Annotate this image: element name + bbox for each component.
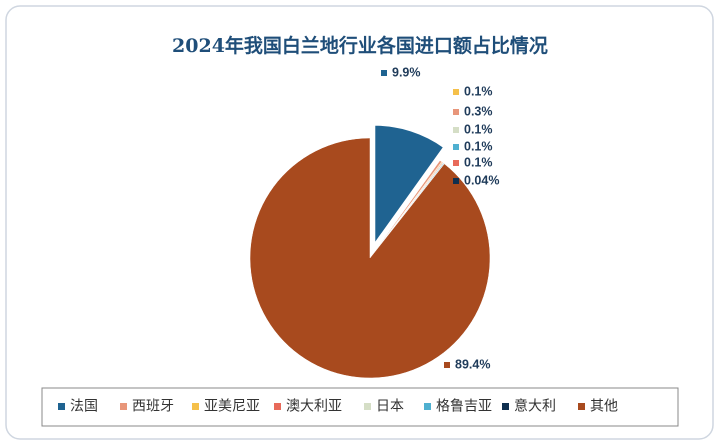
data-label: 89.4% <box>455 357 490 371</box>
pie-slice <box>249 137 491 379</box>
label-marker <box>381 70 387 76</box>
legend-label: 澳大利亚 <box>286 398 342 414</box>
legend-swatch <box>424 403 431 410</box>
legend-swatch <box>58 403 65 410</box>
label-marker <box>453 144 459 150</box>
legend-swatch <box>364 403 371 410</box>
legend-label: 法国 <box>70 398 98 414</box>
legend-box <box>41 387 679 427</box>
data-label: 0.1% <box>464 155 493 169</box>
chart-title: 2024年我国白兰地行业各国进口额占比情况 <box>172 34 548 57</box>
legend-swatch <box>502 403 509 410</box>
label-marker <box>453 109 459 115</box>
label-marker <box>444 362 450 368</box>
legend-label: 格鲁吉亚 <box>436 398 492 414</box>
data-label: 0.1% <box>464 139 493 153</box>
legend-label: 日本 <box>376 398 404 414</box>
legend-swatch <box>192 403 199 410</box>
legend-label: 意大利 <box>514 398 556 414</box>
data-label: 0.1% <box>464 122 493 136</box>
label-marker <box>453 178 459 184</box>
legend-swatch <box>120 403 127 410</box>
label-marker <box>453 89 459 95</box>
data-label: 0.3% <box>464 104 493 118</box>
legend-swatch <box>578 403 585 410</box>
legend-swatch <box>274 403 281 410</box>
pie-slice <box>373 123 446 248</box>
legend-label: 西班牙 <box>132 398 174 414</box>
data-label: 9.9% <box>392 65 421 79</box>
legend-label: 亚美尼亚 <box>204 398 260 414</box>
legend-label: 其他 <box>590 398 618 414</box>
data-label: 0.1% <box>464 84 493 98</box>
label-marker <box>453 160 459 166</box>
data-label: 0.04% <box>464 173 499 187</box>
label-marker <box>453 127 459 133</box>
